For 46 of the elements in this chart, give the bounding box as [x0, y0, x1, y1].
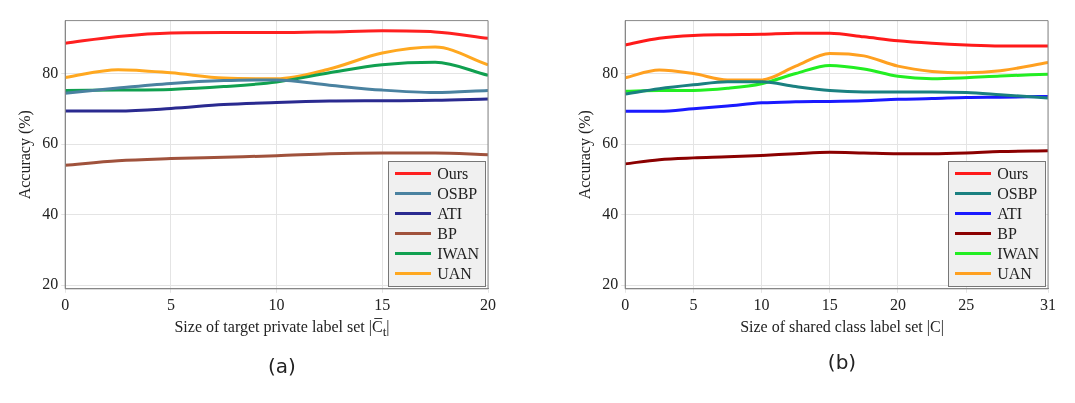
x-tick-label: 31 [1040, 295, 1056, 313]
x-tick-label: 20 [889, 295, 906, 313]
x-tick-label: 5 [689, 295, 698, 313]
x-tick-label: 0 [61, 295, 70, 313]
text: (b) [826, 350, 858, 374]
x-tick-label: 15 [821, 295, 838, 313]
line-series [65, 29, 488, 45]
legend-label: UAN [997, 263, 1032, 284]
legend-label: OSBP [997, 183, 1038, 204]
y-tick-label: 40 [602, 204, 619, 222]
y-axis-title: Accuracy (%) [15, 110, 34, 200]
x-tick-label: 5 [166, 295, 175, 313]
text: (a) [267, 354, 297, 379]
y-tick-label: 80 [602, 63, 619, 81]
legend-label: IWAN [437, 243, 479, 264]
legend-label: OSBP [437, 183, 478, 204]
line-series [65, 151, 488, 167]
y-tick-label: 40 [42, 204, 59, 222]
legend-label: Ours [437, 163, 469, 184]
y-axis-title: Accuracy (%) [575, 110, 594, 200]
line-series [625, 31, 1048, 48]
line-series [65, 97, 488, 113]
legend-label: ATI [437, 203, 463, 224]
y-tick-label: 80 [42, 63, 59, 81]
legend-label: BP [997, 223, 1017, 244]
legend-label: IWAN [997, 243, 1039, 264]
legend-label: ATI [997, 203, 1023, 224]
legend-label: Ours [997, 163, 1029, 184]
legend-label: BP [437, 223, 457, 244]
line-series [625, 94, 1048, 113]
y-tick-label: 20 [42, 275, 59, 293]
y-tick-label: 60 [602, 134, 619, 152]
line-series [625, 149, 1048, 166]
line-series [625, 80, 1048, 100]
x-tick-label: 0 [621, 295, 630, 313]
y-tick-label: 60 [42, 134, 59, 152]
x-axis-title: Size of target private label set |C̅$_{t}$| [173, 318, 391, 341]
x-tick-label: 10 [268, 295, 285, 313]
x-tick-label: 15 [374, 295, 391, 313]
x-tick-label: 20 [480, 295, 496, 313]
x-tick-label: 25 [958, 295, 975, 313]
y-tick-label: 20 [602, 275, 619, 293]
legend-label: UAN [437, 263, 472, 284]
line-series [65, 78, 488, 95]
x-axis-title: Size of shared class label set |C| [739, 318, 945, 336]
x-tick-label: 10 [753, 295, 770, 313]
